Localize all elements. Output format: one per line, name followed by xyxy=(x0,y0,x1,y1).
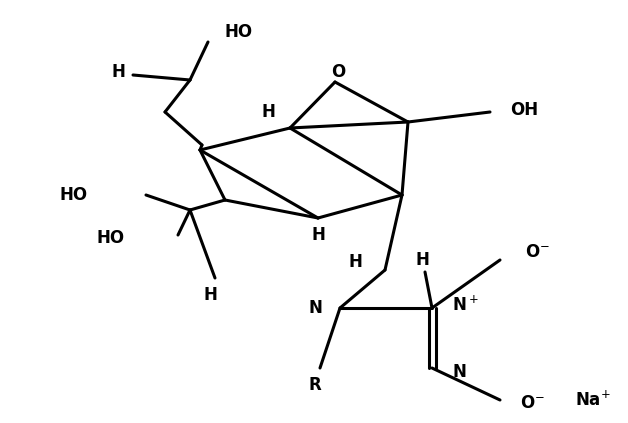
Text: N: N xyxy=(452,363,466,381)
Text: H: H xyxy=(111,63,125,81)
Text: HO: HO xyxy=(225,23,253,41)
Text: H: H xyxy=(203,286,217,304)
Text: HO: HO xyxy=(97,229,125,247)
Text: OH: OH xyxy=(510,101,538,119)
Text: Na$^{+}$: Na$^{+}$ xyxy=(575,390,611,409)
Text: H: H xyxy=(311,226,325,244)
Text: N: N xyxy=(308,299,322,317)
Text: R: R xyxy=(308,376,322,394)
Text: O: O xyxy=(331,63,345,81)
Text: N$^+$: N$^+$ xyxy=(452,295,479,315)
Text: O$^{-}$: O$^{-}$ xyxy=(520,394,545,412)
Text: H: H xyxy=(415,251,429,269)
Text: H: H xyxy=(348,253,362,271)
Text: HO: HO xyxy=(60,186,88,204)
Text: O$^{-}$: O$^{-}$ xyxy=(525,243,550,261)
Text: H: H xyxy=(261,103,275,121)
